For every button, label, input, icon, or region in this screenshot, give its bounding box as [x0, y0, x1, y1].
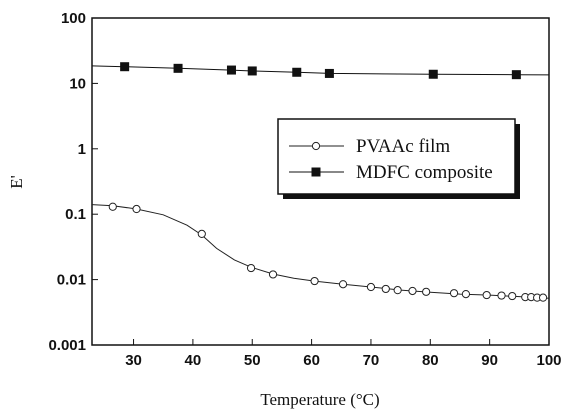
data-point-pvaac-film [538, 293, 548, 302]
y-tick-label: 10 [69, 75, 86, 92]
legend-marker-pvaac [311, 141, 321, 151]
data-point-mdfc-composite [226, 65, 236, 75]
data-point-pvaac-film [482, 290, 491, 300]
x-tick-label: 50 [244, 352, 261, 369]
x-tick-label: 40 [185, 352, 202, 369]
x-tick-label: 70 [363, 352, 380, 369]
data-point-pvaac-film [108, 202, 117, 211]
y-axis-ticks: 100 10 1 0.1 0.01 0.001 [48, 10, 98, 354]
series-line-pvaac-film [91, 204, 550, 299]
data-point-pvaac-film [197, 229, 206, 238]
y-tick-label: 0.1 [65, 206, 86, 223]
data-point-pvaac-film [497, 291, 506, 300]
data-point-mdfc-composite [428, 69, 438, 79]
series-layer [91, 62, 550, 302]
y-tick-label: 100 [61, 10, 86, 27]
data-point-pvaac-film [449, 289, 459, 298]
x-tick-label: 80 [422, 352, 439, 369]
x-axis-ticks: 30 40 50 60 70 80 90 100 [125, 339, 562, 369]
data-point-mdfc-composite [511, 70, 521, 80]
y-axis-title: E' [7, 175, 26, 188]
data-point-pvaac-film [366, 282, 376, 292]
data-point-mdfc-composite [120, 62, 130, 72]
x-tick-label: 90 [481, 352, 498, 369]
x-tick-label: 60 [303, 352, 320, 369]
y-tick-label: 0.01 [57, 272, 86, 289]
data-point-mdfc-composite [247, 66, 257, 76]
legend-box [277, 118, 516, 195]
data-point-mdfc-composite [292, 67, 302, 77]
x-axis-title: Temperature (°C) [260, 390, 379, 409]
data-point-mdfc-composite [173, 63, 183, 73]
legend-marker-mdfc [311, 167, 321, 177]
data-point-pvaac-film [310, 276, 319, 286]
data-point-mdfc-composite [324, 68, 334, 78]
y-tick-label: 0.001 [48, 337, 86, 354]
data-point-pvaac-film [338, 280, 348, 289]
data-point-pvaac-film [422, 287, 431, 296]
x-tick-label: 100 [536, 352, 561, 369]
data-point-pvaac-film [393, 286, 402, 295]
legend-label-pvaac: PVAAc film [356, 136, 450, 157]
plot-frame [91, 17, 550, 346]
data-point-pvaac-film [132, 204, 141, 214]
data-point-pvaac-film [246, 263, 256, 273]
legend: PVAAc film MDFC composite [277, 118, 520, 199]
x-tick-label: 30 [125, 352, 142, 369]
data-point-pvaac-film [408, 286, 417, 296]
data-point-pvaac-film [461, 290, 471, 299]
data-point-pvaac-film [381, 284, 390, 294]
data-point-pvaac-film [508, 291, 517, 301]
legend-label-mdfc: MDFC composite [356, 162, 493, 183]
data-point-pvaac-film [268, 270, 278, 279]
series-line-mdfc-composite [91, 65, 550, 76]
y-tick-label: 1 [78, 141, 86, 158]
